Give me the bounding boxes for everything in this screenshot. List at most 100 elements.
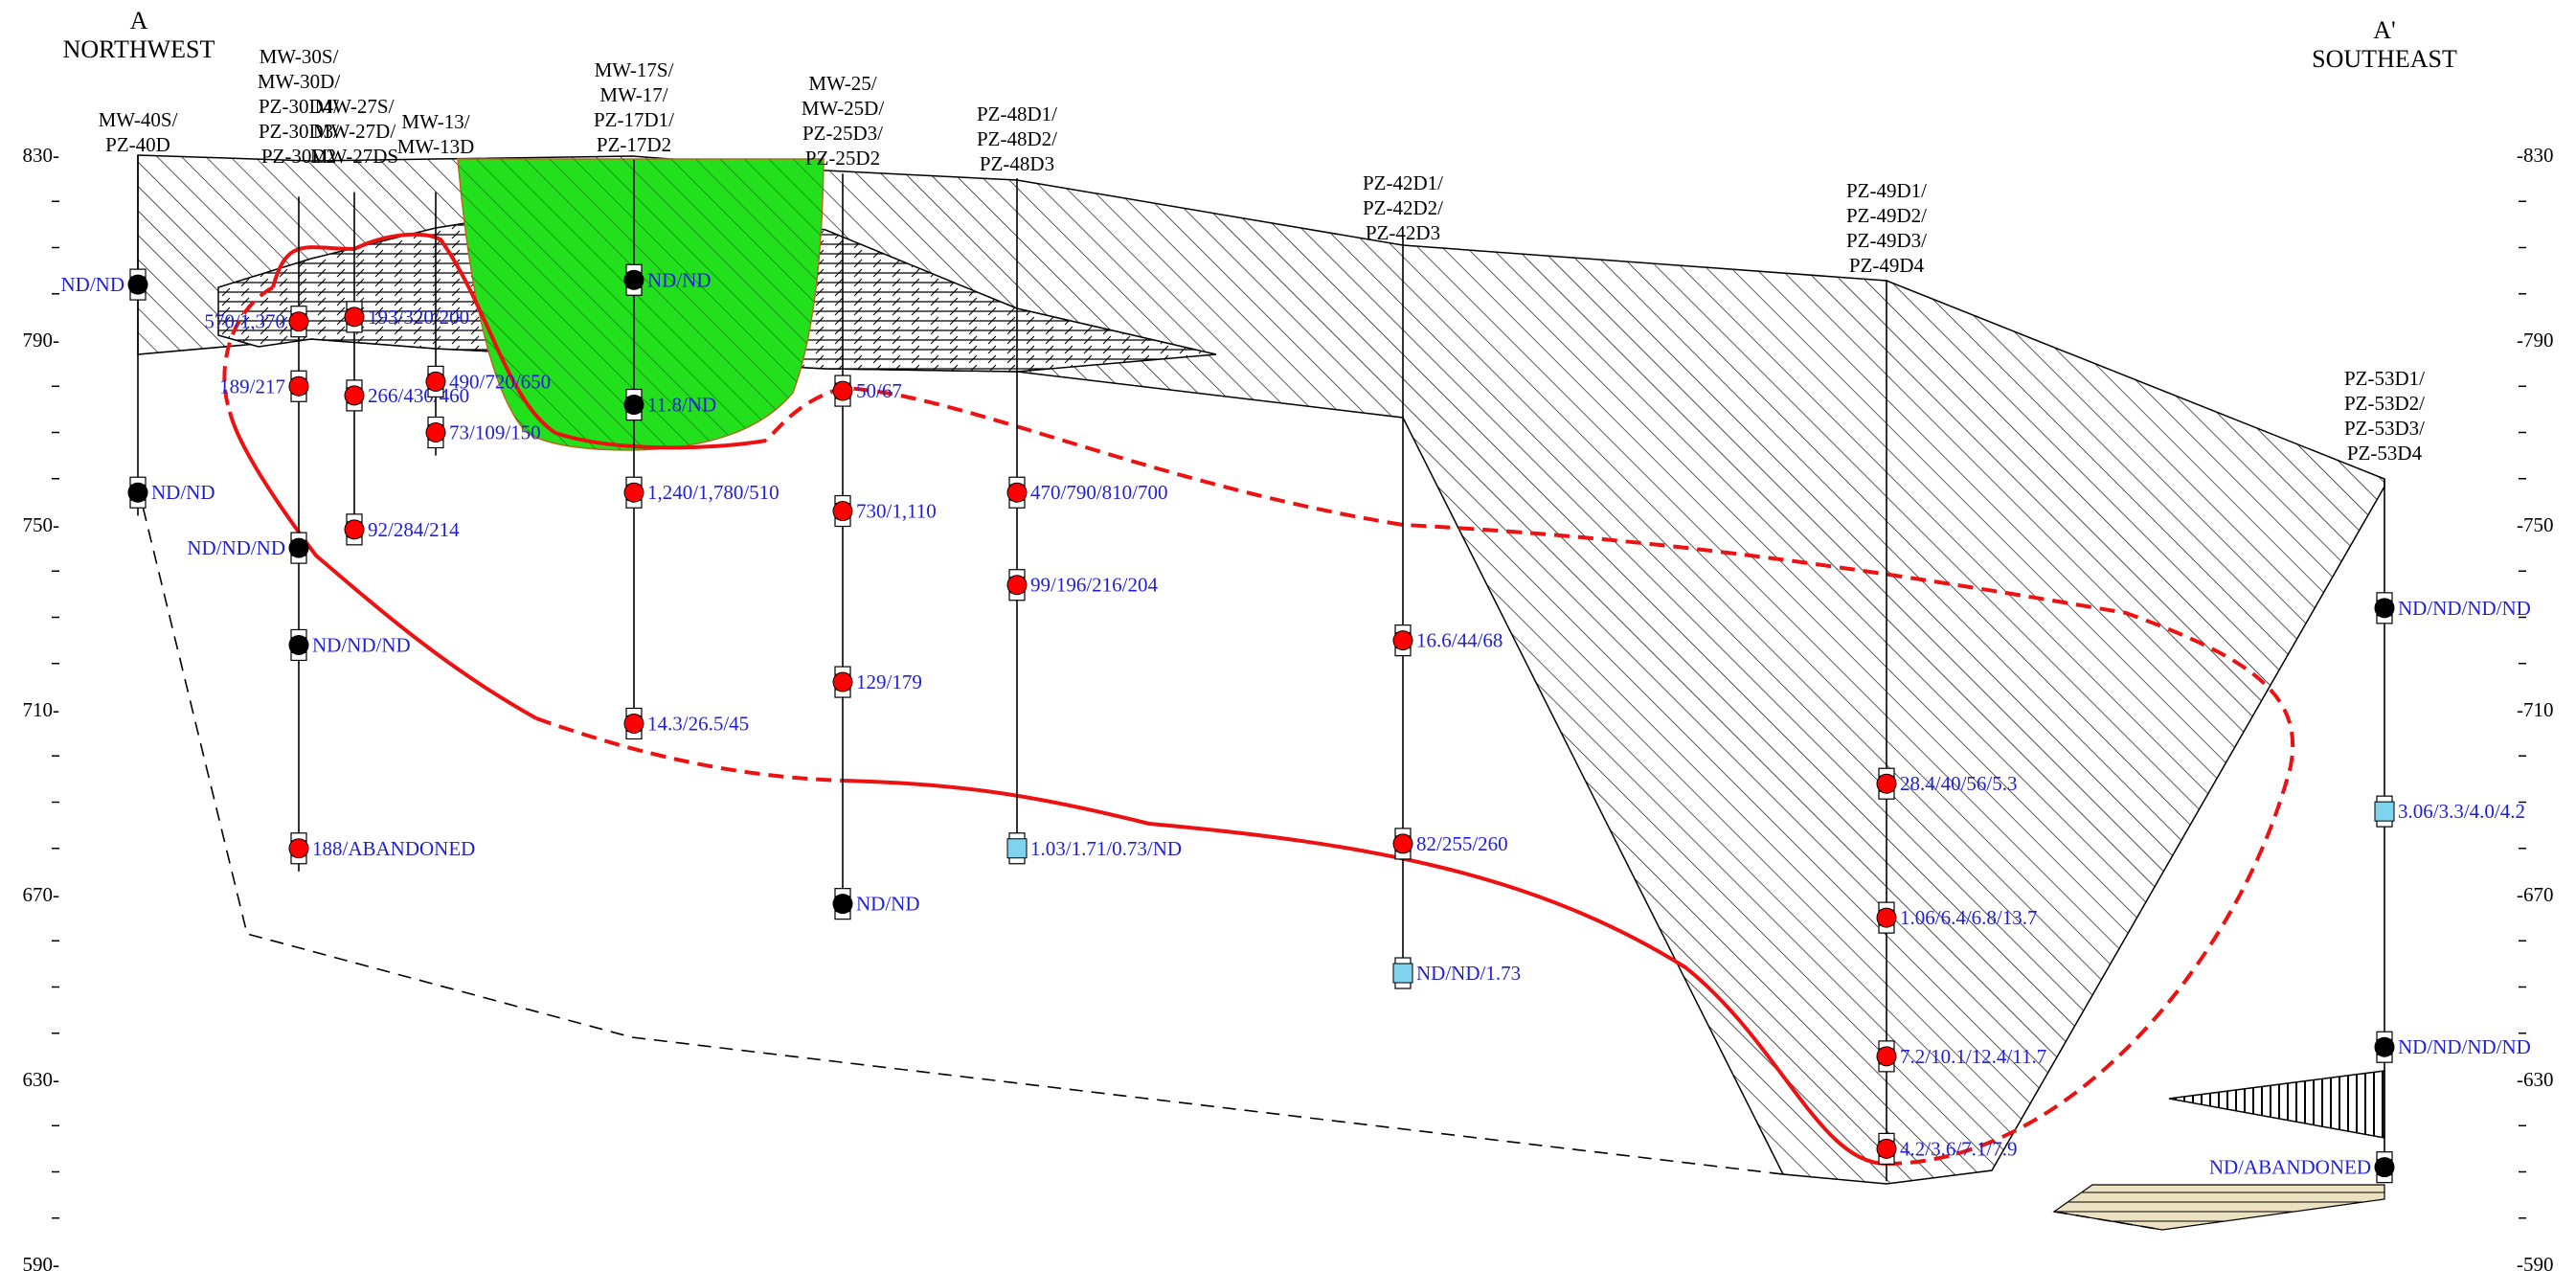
sample-marker-non-detect bbox=[2374, 1036, 2395, 1057]
sample-marker-below-standard bbox=[1392, 963, 1413, 984]
well-label-line: MW-25D/ bbox=[802, 97, 884, 120]
sample-concentration-label: 4.2/3.6/7.1/7.9 bbox=[1900, 1137, 2018, 1160]
sample-marker-exceedance bbox=[344, 385, 365, 406]
sample-concentration-label: 82/255/260 bbox=[1416, 832, 1508, 855]
plume-boundary-inferred bbox=[764, 385, 2295, 1166]
sample-marker-exceedance bbox=[832, 380, 853, 401]
section-letter-right: A' bbox=[2373, 16, 2395, 44]
sample-concentration-label: ND/ND/ND bbox=[312, 633, 411, 656]
sample-marker-exceedance bbox=[425, 371, 446, 392]
well-mw40: MW-40S/PZ-40D ND/ND ND/ND bbox=[61, 108, 215, 516]
sample-concentration-label: 73/109/150 bbox=[449, 421, 541, 444]
sample-marker-non-detect bbox=[127, 274, 148, 295]
monitoring-wells: MW-40S/PZ-40DND/NDND/NDMW-30S/MW-30D/PZ-… bbox=[61, 45, 2531, 1184]
sample-marker-exceedance bbox=[1392, 833, 1413, 854]
well-label-line: MW-40S/ bbox=[99, 108, 178, 131]
well-label-line: MW-13D bbox=[397, 135, 475, 158]
sample-marker-exceedance bbox=[344, 519, 365, 540]
well-label-line: PZ-53D1/ bbox=[2344, 367, 2425, 390]
well-label-line: MW-13/ bbox=[401, 110, 469, 133]
sample-marker-exceedance bbox=[288, 838, 309, 859]
sample-marker-non-detect bbox=[623, 395, 644, 416]
axis-label-left: 590- bbox=[23, 1253, 60, 1271]
sample-concentration-label: 470/790/810/700 bbox=[1030, 481, 1168, 504]
well-label-line: PZ-49D1/ bbox=[1846, 179, 1927, 202]
sample-marker-non-detect bbox=[288, 634, 309, 655]
well-label-line: PZ-42D1/ bbox=[1363, 171, 1443, 194]
sample-concentration-label: ND/ND/ND bbox=[187, 536, 285, 559]
well-label-line: MW-27DS bbox=[310, 145, 398, 168]
well-label-line: PZ-53D4 bbox=[2347, 442, 2423, 465]
axis-label-right: -670 bbox=[2517, 883, 2554, 906]
sample-concentration-label: 730/1,110 bbox=[856, 500, 937, 523]
bedrock-contact-line bbox=[137, 486, 1784, 1175]
sample-marker-exceedance bbox=[832, 501, 853, 522]
well-label-line: PZ-30D3/ bbox=[259, 120, 339, 143]
section-direction-left: NORTHWEST bbox=[63, 35, 215, 63]
well-label-line: PZ-48D2/ bbox=[977, 127, 1057, 150]
well-label-line: PZ-42D2/ bbox=[1363, 196, 1443, 219]
well-mw27: MW-27S/MW-27D/MW-27DS 193/320/200 266/430/… bbox=[310, 95, 469, 546]
sample-marker-exceedance bbox=[288, 311, 309, 332]
sample-concentration-label: ND/ND bbox=[856, 893, 920, 916]
elevation-axes: 830- -830 790- -790 750- -750 710- -710 670- -670… bbox=[23, 144, 2554, 1271]
section-direction-right: SOUTHEAST bbox=[2312, 45, 2457, 73]
well-label-line: PZ-17D2 bbox=[597, 133, 671, 156]
sample-marker-exceedance bbox=[425, 422, 446, 443]
sample-concentration-label: 50/67 bbox=[856, 379, 902, 402]
well-label-line: PZ-53D2/ bbox=[2344, 392, 2425, 415]
axis-label-right: -790 bbox=[2517, 329, 2554, 352]
well-label-line: MW-30D/ bbox=[258, 70, 340, 93]
sample-marker-exceedance bbox=[288, 375, 309, 397]
sample-concentration-label: 266/430/460 bbox=[368, 384, 469, 407]
axis-label-right: -710 bbox=[2517, 698, 2554, 721]
sample-concentration-label: 3.06/3.3/4.0/4.2 bbox=[2398, 800, 2525, 823]
sample-concentration-label: 1.06/6.4/6.8/13.7 bbox=[1900, 906, 2038, 929]
well-label-line: MW-27S/ bbox=[315, 95, 395, 118]
well-label-line: MW-27D/ bbox=[313, 120, 395, 143]
sample-marker-non-detect bbox=[2374, 598, 2395, 619]
well-label-line: MW-17S/ bbox=[595, 58, 674, 81]
sample-marker-below-standard bbox=[2374, 801, 2395, 822]
sample-concentration-label: 7.2/10.1/12.4/11.7 bbox=[1900, 1045, 2046, 1068]
axis-label-right: -630 bbox=[2517, 1068, 2554, 1091]
well-label-line: PZ-17D1/ bbox=[594, 108, 674, 131]
sample-concentration-label: ND/ND bbox=[647, 268, 712, 291]
sample-marker-exceedance bbox=[1876, 1046, 1897, 1067]
plume-boundary bbox=[228, 232, 1887, 1166]
wedge-unit bbox=[2168, 1070, 2385, 1139]
axis-label-left: 790- bbox=[23, 329, 60, 352]
well-label-line: MW-25/ bbox=[808, 72, 876, 95]
well-label-line: PZ-48D3 bbox=[980, 152, 1054, 175]
axis-label-left: 710- bbox=[23, 698, 60, 721]
sample-concentration-label: 129/179 bbox=[856, 670, 922, 693]
sample-marker-exceedance bbox=[344, 306, 365, 328]
sample-concentration-label: 188/ABANDONED bbox=[312, 837, 475, 860]
sample-concentration-label: 16.6/44/68 bbox=[1416, 629, 1503, 652]
sample-concentration-label: ND/ND bbox=[151, 481, 215, 504]
well-label-line: PZ-30D4/ bbox=[259, 95, 339, 118]
sample-concentration-label: 1,240/1,780/510 bbox=[647, 481, 780, 504]
well-mw25: MW-25/MW-25D/PZ-25D3/PZ-25D2 50/67 730/1,1… bbox=[802, 72, 937, 920]
well-label-line: PZ-49D3/ bbox=[1846, 229, 1927, 252]
well-label-line: PZ-49D4 bbox=[1849, 254, 1925, 277]
well-label-line: PZ-49D2/ bbox=[1846, 204, 1927, 227]
sample-concentration-label: 11.8/ND bbox=[647, 394, 716, 417]
sample-concentration-label: ND/ND/ND/ND bbox=[2398, 597, 2531, 620]
sample-marker-non-detect bbox=[2374, 1157, 2395, 1178]
axis-label-right: -590 bbox=[2517, 1253, 2554, 1271]
sample-marker-non-detect bbox=[832, 894, 853, 915]
axis-label-right: -750 bbox=[2517, 513, 2554, 536]
axis-label-left: 630- bbox=[23, 1068, 60, 1091]
sample-concentration-label: 189/217 bbox=[219, 374, 285, 397]
well-label-line: PZ-40D bbox=[105, 133, 170, 156]
sample-concentration-label: 193/320/200 bbox=[368, 306, 469, 329]
sample-marker-exceedance bbox=[1392, 630, 1413, 651]
sample-concentration-label: ND/ABANDONED bbox=[2209, 1156, 2371, 1179]
sand-lens-hatch bbox=[2054, 1185, 2384, 1230]
sample-concentration-label: ND/ND/1.73 bbox=[1416, 962, 1521, 985]
well-mw13: MW-13/MW-13D 490/720/650 73/109/150 bbox=[397, 110, 551, 456]
well-label-line: PZ-53D3/ bbox=[2344, 417, 2425, 440]
axis-label-right: -830 bbox=[2517, 144, 2554, 167]
well-pz53: PZ-53D1/PZ-53D2/PZ-53D3/PZ-53D4 ND/ND/ND/… bbox=[2209, 367, 2531, 1184]
